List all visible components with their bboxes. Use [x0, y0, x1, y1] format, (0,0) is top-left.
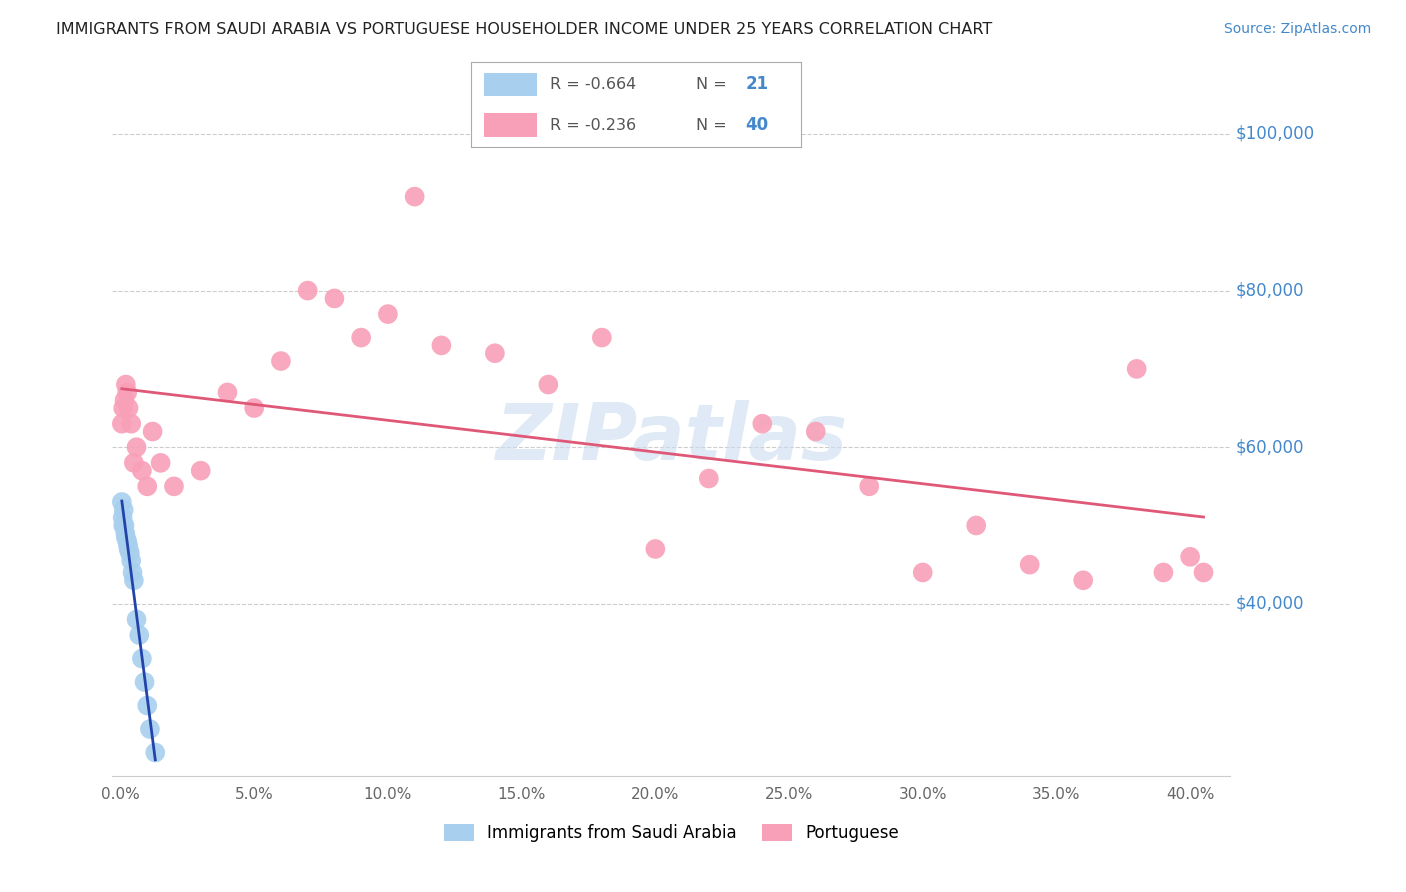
Point	[111, 495, 134, 509]
Point	[139, 722, 162, 736]
Point	[484, 346, 506, 360]
Point	[112, 401, 135, 415]
Point	[149, 456, 172, 470]
Point	[537, 377, 560, 392]
Point	[125, 440, 148, 454]
Point	[965, 518, 987, 533]
Text: Source: ZipAtlas.com: Source: ZipAtlas.com	[1223, 22, 1371, 37]
Point	[911, 566, 934, 580]
Point	[136, 698, 159, 713]
Point	[112, 518, 135, 533]
Point	[114, 518, 136, 533]
Text: $80,000: $80,000	[1236, 282, 1305, 300]
Point	[128, 628, 150, 642]
Point	[1152, 566, 1174, 580]
Point	[115, 377, 138, 392]
Point	[122, 456, 145, 470]
Text: N =: N =	[696, 118, 731, 133]
Point	[1071, 574, 1094, 588]
Point	[117, 541, 139, 556]
Point	[217, 385, 239, 400]
Point	[591, 330, 613, 344]
Point	[117, 401, 139, 415]
Point	[120, 417, 142, 431]
Text: 21: 21	[745, 76, 768, 94]
Point	[190, 464, 212, 478]
Text: IMMIGRANTS FROM SAUDI ARABIA VS PORTUGUESE HOUSEHOLDER INCOME UNDER 25 YEARS COR: IMMIGRANTS FROM SAUDI ARABIA VS PORTUGUE…	[56, 22, 993, 37]
Point	[751, 417, 773, 431]
Text: R = -0.236: R = -0.236	[550, 118, 637, 133]
Point	[644, 541, 666, 556]
Point	[118, 546, 141, 560]
Point	[134, 675, 156, 690]
Point	[115, 534, 138, 549]
Point	[117, 538, 139, 552]
Point	[323, 292, 346, 306]
Point	[114, 526, 136, 541]
Point	[1192, 566, 1215, 580]
Point	[1018, 558, 1040, 572]
Text: R = -0.664: R = -0.664	[550, 77, 637, 92]
Legend: Immigrants from Saudi Arabia, Portuguese: Immigrants from Saudi Arabia, Portuguese	[437, 817, 905, 849]
Point	[121, 566, 143, 580]
Point	[1125, 362, 1147, 376]
Point	[131, 464, 153, 478]
Point	[297, 284, 319, 298]
Point	[404, 189, 426, 203]
Text: 40: 40	[745, 116, 768, 134]
Point	[111, 510, 134, 524]
Point	[120, 554, 142, 568]
Point	[1178, 549, 1201, 564]
Point	[350, 330, 373, 344]
Point	[142, 425, 165, 439]
Point	[804, 425, 827, 439]
Point	[136, 479, 159, 493]
Point	[858, 479, 880, 493]
Text: ZIPatlas: ZIPatlas	[495, 400, 848, 475]
Point	[697, 471, 720, 485]
Text: $60,000: $60,000	[1236, 438, 1305, 456]
Point	[143, 746, 166, 760]
Point	[430, 338, 453, 352]
Text: $40,000: $40,000	[1236, 595, 1305, 613]
Text: N =: N =	[696, 77, 731, 92]
Bar	[484, 72, 537, 96]
Text: $100,000: $100,000	[1236, 125, 1315, 143]
Point	[270, 354, 292, 368]
Point	[163, 479, 186, 493]
Point	[243, 401, 266, 415]
Point	[131, 651, 153, 665]
Point	[114, 393, 136, 408]
Point	[125, 612, 148, 626]
Point	[122, 574, 145, 588]
Point	[111, 417, 134, 431]
Point	[115, 530, 138, 544]
Bar	[484, 113, 537, 137]
Point	[377, 307, 399, 321]
Point	[112, 503, 135, 517]
Point	[115, 385, 138, 400]
